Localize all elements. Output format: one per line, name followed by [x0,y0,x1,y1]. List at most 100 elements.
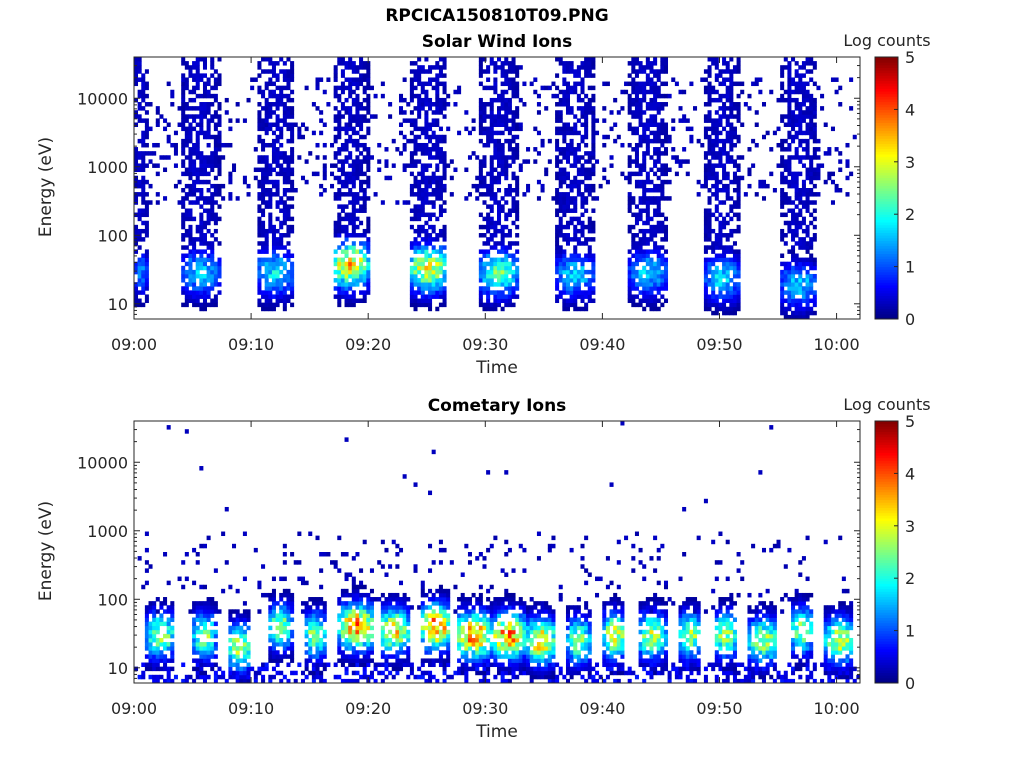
heatmap-cell [816,138,821,144]
heatmap-cell [486,171,491,177]
heatmap-cell [780,237,785,242]
heatmap-cell [199,306,204,312]
colorbar-tick-label: 5 [905,48,915,67]
heatmap-cell [725,97,730,103]
heatmap-cell [457,130,462,136]
heatmap-cell [195,286,200,291]
heatmap-cell [656,212,661,218]
heatmap-cell [282,245,287,250]
heatmap-cell [290,147,295,152]
heatmap-cell [206,171,211,177]
heatmap-cell [420,188,425,193]
heatmap-cell [798,192,803,197]
heatmap-cell [565,85,570,91]
heatmap-cell [279,576,284,582]
heatmap-cell [707,81,712,87]
heatmap-cell [420,69,425,74]
heatmap-cell [413,192,418,197]
heatmap-cell [366,220,371,226]
heatmap-cell [515,282,520,287]
heatmap-cell [271,637,276,643]
heatmap-cell [656,249,661,254]
heatmap-cell [486,212,491,218]
heatmap-cell [805,114,810,119]
heatmap-cell [736,200,741,205]
heatmap-cell [348,216,353,222]
heatmap-cell [500,241,505,246]
heatmap-cell [435,65,440,70]
heatmap-cell [663,237,669,242]
heatmap-cell [279,93,284,99]
heatmap-cell [642,294,647,299]
heatmap-cell [500,228,505,234]
heatmap-cell [780,93,785,99]
heatmap-cell [409,130,414,136]
heatmap-cell [783,179,788,185]
heatmap-cell [351,269,356,275]
heatmap-cell [511,171,516,177]
heatmap-cell [337,192,342,197]
heatmap-cell [522,192,527,197]
heatmap-cell [805,175,810,181]
heatmap-cell [420,200,425,205]
heatmap-cell [355,147,360,152]
heatmap-cell [631,302,636,308]
heatmap-cell [420,89,425,95]
heatmap-cell [707,114,712,119]
heatmap-cell [206,208,211,213]
heatmap-cell [282,208,287,213]
heatmap-cell [409,159,414,164]
heatmap-cell [801,204,806,209]
heatmap-cell [275,654,280,659]
heatmap-cell [638,269,643,275]
heatmap-cell [522,159,527,164]
colorbar-swatch [875,284,898,289]
heatmap-cell [558,118,563,123]
heatmap-cell [137,298,142,304]
heatmap-cell [489,171,494,177]
heatmap-cell [228,613,233,618]
heatmap-cell [649,114,654,119]
heatmap-cell [595,130,600,136]
heatmap-cell [163,118,168,123]
heatmap-cell [707,302,712,308]
heatmap-cell [224,142,229,148]
heatmap-cell [812,110,817,115]
heatmap-cell [195,188,200,193]
heatmap-cell [213,633,218,639]
heatmap-cell [794,282,799,287]
heatmap-cell [409,69,414,74]
heatmap-cell [736,228,741,234]
heatmap-cell [333,126,338,132]
heatmap-cell [787,163,792,168]
heatmap-cell [152,621,157,627]
heatmap-cell [791,233,796,238]
heatmap-cell [638,200,643,205]
heatmap-cell [199,253,204,258]
heatmap-cell [482,241,487,246]
heatmap-cell [493,245,498,250]
heatmap-cell [816,85,821,91]
heatmap-cell [584,118,589,123]
heatmap-cell [627,81,632,87]
heatmap-cell [507,265,512,271]
heatmap-cell [580,138,585,144]
heatmap-cell [221,183,226,189]
heatmap-cell [714,306,719,312]
heatmap-cell [177,179,182,185]
heatmap-cell [780,204,785,209]
heatmap-cell [558,102,563,107]
heatmap-cell [141,77,146,82]
heatmap-cell [388,114,393,119]
heatmap-cell [809,163,814,168]
heatmap-cell [163,642,168,647]
heatmap-cell [584,65,589,70]
heatmap-cell [558,224,563,230]
heatmap-cell [682,159,687,164]
heatmap-cell [558,245,563,250]
heatmap-cell [188,89,193,95]
heatmap-cell [210,642,215,647]
heatmap-cell [279,257,284,263]
heatmap-cell [424,102,429,107]
colorbar-swatch [875,279,898,283]
